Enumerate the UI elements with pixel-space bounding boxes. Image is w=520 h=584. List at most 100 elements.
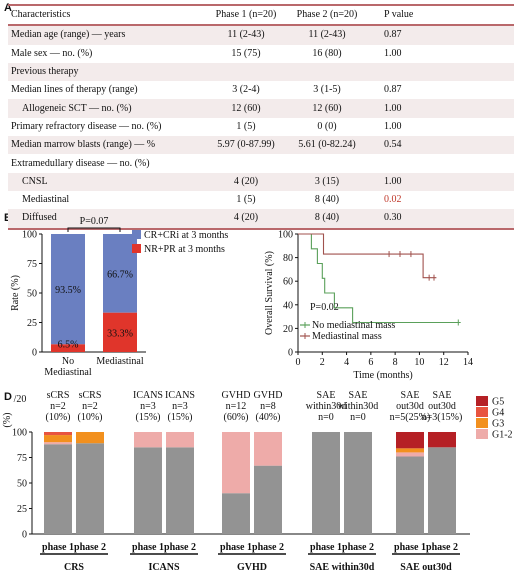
y-tick-label: 100 <box>278 230 293 241</box>
bar-title-2: within30d <box>338 401 379 412</box>
y-tick-label: 25 <box>17 504 27 515</box>
row-phase2: 8 (40) <box>285 209 366 230</box>
bar-count: n=5(25%) <box>390 412 431 423</box>
row-label: Allogeneic SCT — no. (%) <box>8 99 204 118</box>
x-tick-label: 8 <box>393 357 398 368</box>
bar-title-2: out30d <box>396 401 424 412</box>
bar-cr-cri <box>103 234 137 313</box>
group-label: ICANS <box>148 562 180 573</box>
row-phase2 <box>285 154 366 172</box>
table-row: Mediastinal 1 (5) 8 (40) 0.02 <box>8 191 514 209</box>
x-category-label: Mediastinal <box>44 367 91 378</box>
row-pvalue: 0.54 <box>366 136 514 155</box>
x-phase-label: phase 1 <box>394 542 426 553</box>
row-label: Median age (range) — years <box>8 25 204 45</box>
x-phase-label: phase 2 <box>74 542 106 553</box>
ae-bar-g1-2 <box>222 432 250 494</box>
table-row: Diffused 4 (20) 8 (40) 0.30 <box>8 209 514 230</box>
ae-bar-g1-2 <box>166 432 194 448</box>
row-label: Extramedullary disease — no. (%) <box>11 157 150 169</box>
table-header-row: Characteristics Phase 1 (n=20) Phase 2 (… <box>8 3 514 27</box>
bar-count: n=3(15%) <box>422 412 463 423</box>
bar-count: n=2 <box>82 401 98 412</box>
row-phase1 <box>204 62 285 82</box>
row-pvalue: 0.87 <box>384 84 402 96</box>
x-tick-label: 6 <box>368 357 373 368</box>
ae-bar-g5 <box>396 432 424 449</box>
row-pvalue: 1.00 <box>366 172 514 191</box>
row-pvalue: 1.00 <box>366 99 514 118</box>
bar-cr-cri <box>51 234 85 345</box>
p-value-annotation: P=0.07 <box>80 216 109 227</box>
row-label: Primary refractory disease — no. (%) <box>11 120 162 132</box>
bar-title: GVHD <box>222 390 251 401</box>
legend-label: No mediastinal mass <box>312 320 395 331</box>
survival-curve-no-mediastinal <box>298 233 461 324</box>
bar-title: sCRS <box>47 390 70 401</box>
table-row: CNSL 4 (20) 3 (15) 1.00 <box>8 172 514 191</box>
header-pvalue: P value <box>366 3 514 27</box>
row-phase1: 4 (20) <box>204 209 285 230</box>
row-pvalue: 1.00 <box>384 120 402 132</box>
y-tick-label: 0 <box>22 530 27 541</box>
x-phase-label: phase 1 <box>310 542 342 553</box>
overall-survival-chart: 0 20 40 60 80 100 0 2 4 6 8 10 12 14 Overall Survival … <box>264 230 473 382</box>
ae-bar-g1-2 <box>254 432 282 466</box>
bar-percent: (10%) <box>46 412 71 423</box>
ae-bar-none <box>428 447 456 534</box>
ae-bar-none <box>396 456 424 534</box>
header-phase2: Phase 2 (n=20) <box>285 3 366 27</box>
ae-bar-g3 <box>44 435 72 443</box>
table-row: Median age (range) — years 11 (2-43) 11 (2… <box>8 25 514 45</box>
x-phase-label: phase 2 <box>252 542 284 553</box>
table-row: Primary refractory disease — no. (%) 1 (5… <box>8 118 514 136</box>
row-phase2: 0 (0) <box>317 120 337 132</box>
y-tick-label: 50 <box>27 289 37 300</box>
table-row: Allogeneic SCT — no. (%) 12 (60) 12 (60) 1.… <box>8 99 514 118</box>
y-tick-label: 20 <box>283 324 293 335</box>
row-phase1: 1 (5) <box>236 120 256 132</box>
row-phase1 <box>204 154 285 172</box>
panel-label-b: B <box>4 212 12 224</box>
group-label: GVHD <box>237 562 267 573</box>
y-tick-label: 0 <box>288 348 293 359</box>
bar-title-2: out30d <box>428 401 456 412</box>
row-phase1: 4 (20) <box>204 172 285 191</box>
row-label: CNSL <box>8 172 204 191</box>
table-body: Median age (range) — years 11 (2-43) 11 (2… <box>8 25 514 230</box>
x-tick-label: 14 <box>463 357 473 368</box>
y-tick-label: 40 <box>283 300 293 311</box>
group-label: CRS <box>64 562 84 573</box>
x-phase-label: phase 2 <box>342 542 374 553</box>
y-tick-label: 0 <box>32 348 37 359</box>
row-phase1: 1 (5) <box>236 194 256 206</box>
ae-bar-g1-2 <box>44 442 72 445</box>
ae-bar-none <box>44 444 72 534</box>
y-axis-label: Rate (%) <box>10 275 21 311</box>
ae-bar-g3 <box>396 448 424 453</box>
bar-label-nr-pr: 33.3% <box>107 328 133 339</box>
bar-count: n=3 <box>172 401 188 412</box>
ae-bar-none <box>344 432 372 534</box>
ae-bar-none <box>312 432 340 534</box>
header-characteristics: Characteristics <box>8 3 204 27</box>
ae-bar-none <box>166 447 194 534</box>
row-phase2: 16 (80) <box>312 47 342 59</box>
bar-count: n=2 <box>50 401 66 412</box>
bar-title-2: within30d <box>306 401 347 412</box>
ae-bar-none <box>134 447 162 534</box>
y-tick-label: 100 <box>12 428 27 439</box>
group-label: SAE within30d <box>310 562 375 573</box>
bar-nr-pr <box>103 312 137 352</box>
legend-label: CR+CRi at 3 months <box>144 230 228 241</box>
row-label: Median lines of therapy (range) <box>11 84 138 96</box>
legend-swatch <box>476 418 488 428</box>
legend-label: G4 <box>492 408 504 419</box>
bar-title: SAE <box>401 390 420 401</box>
bar-percent: (40%) <box>256 412 281 423</box>
table-row: Extramedullary disease — no. (%) <box>8 154 514 172</box>
row-phase1: 5.97 (0-87.99) <box>204 136 285 155</box>
x-tick-label: 2 <box>320 357 325 368</box>
bar-percent: (60%) <box>224 412 249 423</box>
